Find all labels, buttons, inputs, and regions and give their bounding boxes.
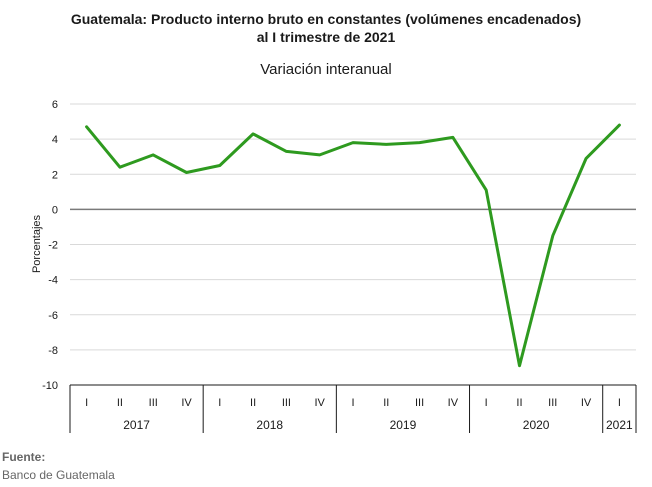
x-tick-label: II — [516, 397, 522, 409]
chart-subtitle: Variación interanual — [260, 61, 392, 78]
x-tick-label: III — [149, 397, 158, 409]
y-tick-label: 4 — [52, 134, 58, 146]
x-tick-label: I — [85, 397, 88, 409]
y-tick-label: -8 — [48, 345, 58, 357]
y-axis-label: Porcentajes — [31, 214, 43, 273]
source-text: Banco de Guatemala — [2, 468, 115, 482]
x-tick-label: IV — [448, 397, 459, 409]
series-line — [85, 123, 621, 368]
year-label: 2021 — [606, 418, 633, 432]
x-tick-label: I — [351, 397, 354, 409]
x-tick-label: IV — [181, 397, 192, 409]
x-tick-label: II — [117, 397, 123, 409]
y-tick-label: -2 — [48, 240, 58, 252]
x-tick-label: III — [415, 397, 424, 409]
y-tick-labels: 6 4 2 0 -2 -4 -6 -8 -10 — [42, 99, 58, 392]
y-tick-label: 2 — [52, 169, 58, 181]
x-tick-label: III — [548, 397, 557, 409]
year-label: 2018 — [256, 418, 283, 432]
x-tick-label: IV — [315, 397, 326, 409]
y-tick-label: 0 — [52, 204, 58, 216]
x-tick-label: II — [250, 397, 256, 409]
year-label: 2017 — [123, 418, 150, 432]
chart-title-line2: al I trimestre de 2021 — [256, 29, 396, 45]
x-tick-label: I — [618, 397, 621, 409]
x-tick-label: II — [383, 397, 389, 409]
y-tick-label: -6 — [48, 310, 58, 322]
y-tick-label: -4 — [48, 275, 58, 287]
y-tick-label: 6 — [52, 99, 58, 111]
year-label: 2020 — [523, 418, 550, 432]
data-series — [85, 123, 621, 368]
chart-title-line1: Guatemala: Producto interno bruto en con… — [70, 11, 582, 27]
x-tick-label: IV — [581, 397, 592, 409]
x-tick-label: I — [485, 397, 488, 409]
x-tick-label: I — [218, 397, 221, 409]
y-tick-label: -10 — [42, 380, 58, 392]
x-tick-label: III — [282, 397, 291, 409]
year-label: 2019 — [390, 418, 417, 432]
source-label: Fuente: — [2, 450, 46, 464]
